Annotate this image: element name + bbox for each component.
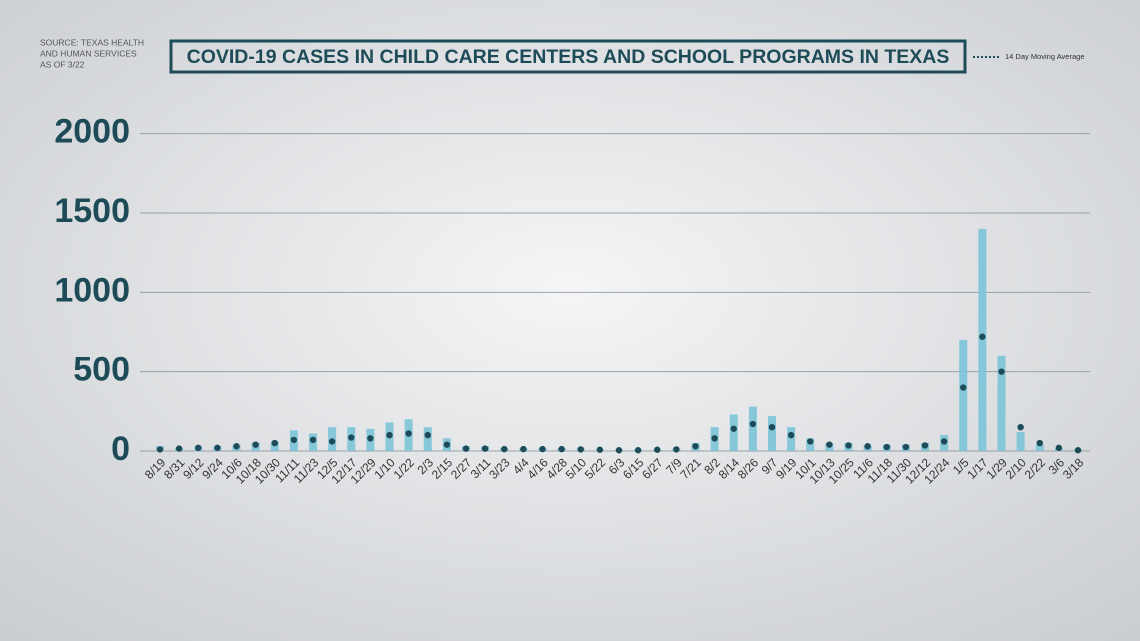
moving-average-dot — [615, 447, 623, 454]
moving-average-dot — [539, 445, 546, 453]
y-tick-label: 1000 — [54, 271, 130, 309]
moving-average-dot — [405, 430, 412, 437]
bar — [729, 414, 738, 451]
moving-average-dot — [328, 438, 336, 445]
moving-average-dot — [787, 431, 795, 439]
moving-average-dot — [654, 446, 661, 453]
moving-average-dot — [1074, 447, 1082, 454]
moving-average-dot — [214, 444, 221, 452]
moving-average-dot — [807, 438, 814, 445]
bar — [959, 339, 968, 451]
y-tick-label: 1500 — [54, 192, 130, 230]
moving-average-dot — [596, 446, 604, 453]
bar — [423, 427, 432, 451]
moving-average-dot — [634, 447, 642, 454]
moving-average-dot — [462, 445, 470, 452]
legend-label: 14 Day Moving Average — [1005, 52, 1085, 61]
moving-average-dot — [443, 441, 451, 448]
y-tick-label: 0 — [111, 430, 130, 468]
moving-average-dot — [290, 436, 298, 444]
bar — [997, 355, 1006, 451]
moving-average-dot — [424, 431, 431, 439]
chart-title: COVID-19 CASES IN CHILD CARE CENTERS AND… — [187, 46, 950, 68]
moving-average-dot — [367, 435, 374, 442]
bar — [748, 406, 757, 451]
moving-average-dot — [309, 436, 317, 444]
moving-average-dot — [175, 445, 183, 452]
moving-average-dot — [195, 444, 202, 452]
moving-average-dot — [998, 368, 1005, 375]
y-tick-label: 500 — [73, 351, 130, 389]
moving-average-dot — [271, 439, 278, 447]
source-line: AS OF 3/22 — [40, 59, 85, 69]
moving-average-dot — [730, 425, 737, 432]
moving-average-dot — [558, 445, 565, 453]
moving-average-dot — [711, 435, 718, 442]
moving-average-dot — [979, 333, 986, 340]
moving-average-dot — [348, 434, 355, 441]
moving-average-dot — [520, 445, 527, 453]
moving-average-dot — [501, 445, 508, 453]
bar — [1035, 444, 1044, 451]
moving-average-dot — [673, 446, 680, 453]
moving-average-dot — [768, 424, 776, 431]
moving-average-dot — [749, 420, 757, 428]
moving-average-dot — [233, 443, 240, 450]
moving-average-dot — [252, 441, 259, 448]
moving-average-dot — [940, 438, 948, 445]
moving-average-dot — [1055, 444, 1063, 452]
moving-average-dot — [386, 431, 393, 439]
moving-average-dot — [156, 446, 164, 453]
moving-average-dot — [845, 442, 852, 449]
moving-average-dot — [902, 443, 910, 451]
moving-average-dot — [1017, 424, 1024, 431]
moving-average-dot — [577, 446, 584, 453]
moving-average-dot — [883, 443, 890, 451]
source-line: SOURCE: TEXAS HEALTH — [40, 37, 144, 47]
moving-average-dot — [864, 443, 871, 450]
bar — [787, 427, 796, 451]
moving-average-dot — [692, 443, 699, 450]
moving-average-dot — [960, 384, 967, 391]
source-line: AND HUMAN SERVICES — [40, 48, 137, 58]
bar — [768, 416, 776, 451]
moving-average-dot — [1036, 439, 1043, 447]
moving-average-dot — [481, 445, 489, 452]
moving-average-dot — [826, 441, 833, 448]
title-box — [169, 39, 967, 74]
bar — [1016, 431, 1025, 451]
moving-average-dot — [921, 442, 929, 449]
y-tick-label: 2000 — [54, 113, 130, 151]
